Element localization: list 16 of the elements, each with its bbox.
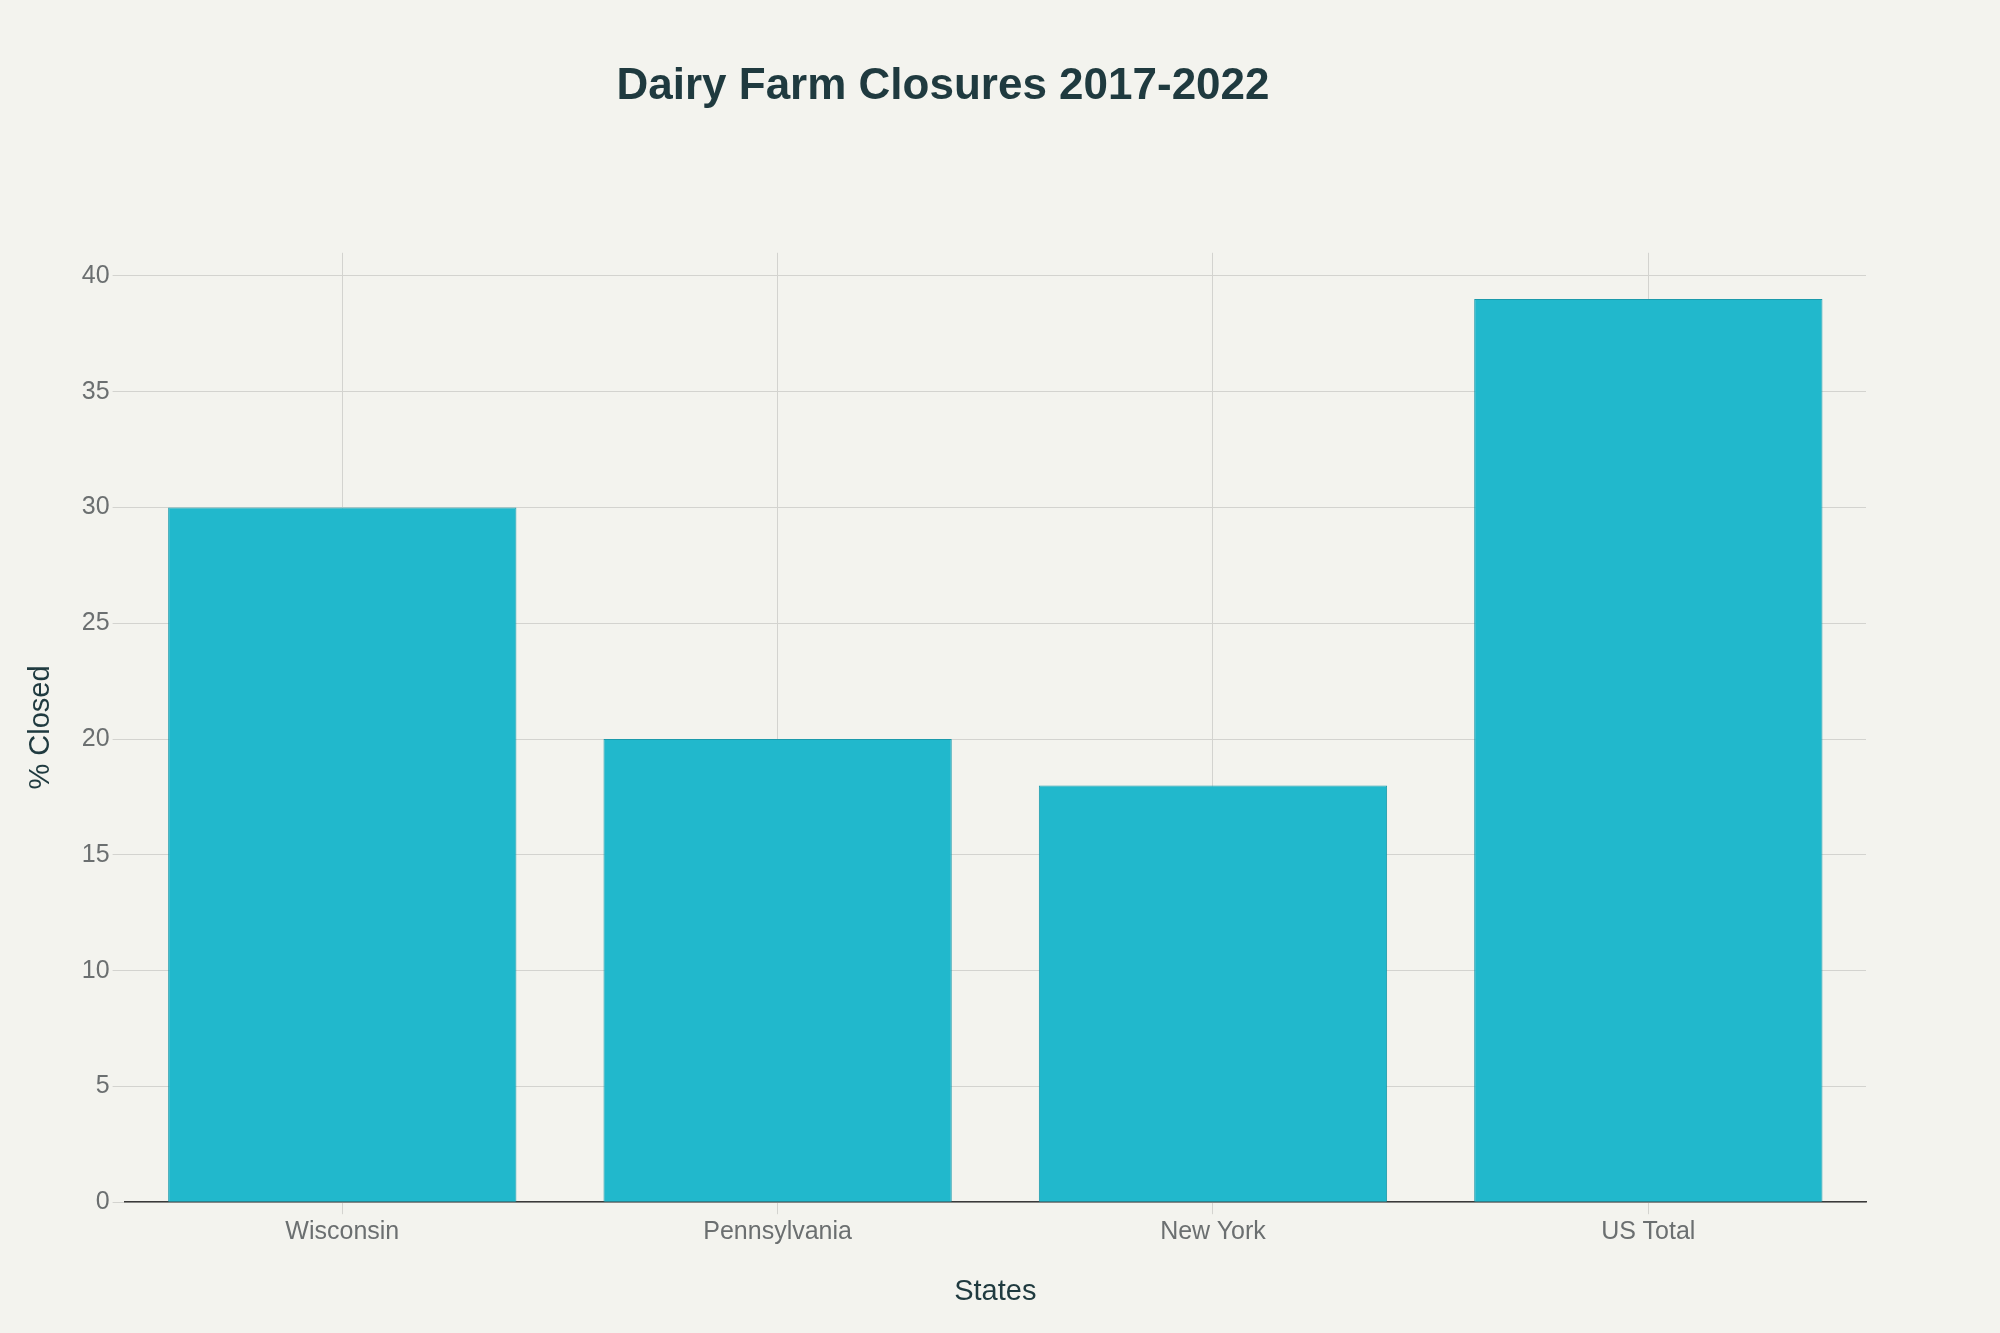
y-tick-label: 35	[81, 375, 110, 404]
y-tick-label: 15	[81, 838, 110, 867]
y-tick-label: 25	[81, 607, 110, 636]
y-axis-title: % Closed	[23, 665, 56, 790]
y-tick-label: 40	[81, 259, 110, 288]
x-tick-label: New York	[1160, 1216, 1267, 1245]
x-axis-title: States	[954, 1273, 1037, 1306]
y-tick-label: 5	[95, 1070, 110, 1099]
y-tick-label: 10	[81, 954, 110, 983]
chart-title: Dairy Farm Closures 2017-2022	[616, 58, 1270, 108]
x-tick-label: Wisconsin	[285, 1216, 400, 1245]
y-tick-label: 20	[81, 722, 110, 751]
y-tick-label: 0	[95, 1186, 110, 1215]
x-tick-label: US Total	[1601, 1216, 1696, 1245]
y-tick-label: 30	[81, 491, 110, 520]
x-tick-label: Pennsylvania	[703, 1216, 853, 1245]
